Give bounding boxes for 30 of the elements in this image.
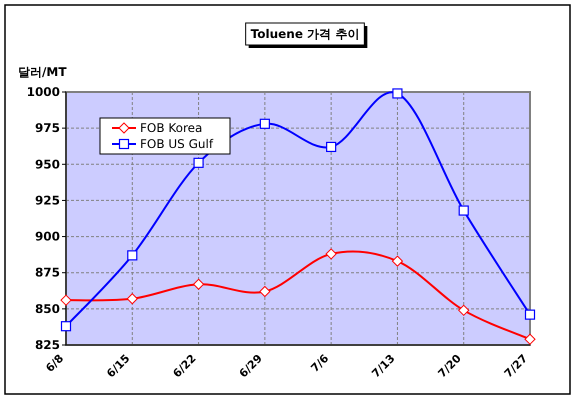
point: [392, 88, 403, 99]
x-tick-label: 7/6: [308, 352, 332, 375]
y-tick-label: 825: [34, 338, 60, 352]
point: [458, 205, 469, 216]
chart-title: Toluene 가격 추이: [250, 27, 360, 41]
point: [524, 310, 536, 320]
point: [524, 334, 536, 345]
point: [458, 304, 470, 316]
x-tick-label: 6/8: [43, 352, 66, 375]
y-tick-label: 975: [34, 121, 60, 136]
point: [60, 321, 72, 332]
point: [326, 142, 336, 152]
point: [259, 286, 270, 298]
point: [127, 250, 138, 260]
y-tick-label: 875: [34, 266, 60, 280]
point: [260, 118, 270, 129]
y-tick-label: 925: [34, 193, 60, 208]
y-tick-label: 950: [34, 157, 60, 172]
point: [392, 256, 403, 267]
y-axis-title: 달러/MT: [18, 65, 68, 79]
y-tick-label: 850: [34, 302, 60, 316]
y-tick-label: 1000: [26, 85, 60, 99]
point: [193, 278, 204, 290]
point: [193, 158, 204, 168]
point: [60, 294, 72, 306]
point: [326, 248, 337, 260]
legend-label: FOB Korea: [140, 121, 202, 135]
point: [126, 293, 138, 304]
legend-label: FOB US Gulf: [140, 137, 214, 151]
y-tick-label: 900: [34, 230, 60, 244]
